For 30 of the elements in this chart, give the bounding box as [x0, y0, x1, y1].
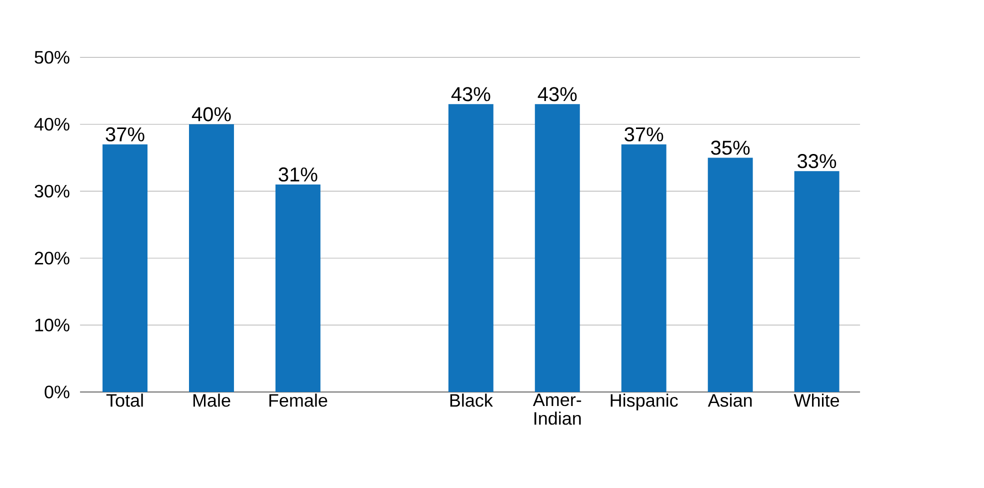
x-tick-label: White [794, 394, 840, 407]
data-label: 37% [106, 127, 144, 142]
data-label: 37% [624, 127, 664, 142]
data-label: 35% [711, 140, 750, 155]
y-tick-label: 20% [34, 252, 70, 264]
y-tick-label: 10% [35, 318, 70, 332]
y-tick-label: 40% [34, 118, 70, 131]
data-label: 43% [538, 87, 577, 102]
y-tick-label: 0% [44, 386, 70, 398]
data-label: 31% [278, 167, 318, 182]
bar [708, 158, 753, 392]
bar [275, 184, 320, 392]
bar [189, 124, 234, 392]
bar [102, 144, 148, 392]
x-tick-label: Total [106, 394, 143, 407]
y-tick-label: 50% [34, 50, 70, 64]
x-tick-label: Female [269, 394, 328, 407]
bar [534, 104, 580, 392]
x-tick-label: Hispanic [610, 394, 678, 410]
data-label: 40% [192, 107, 231, 122]
data-label: 43% [451, 87, 490, 102]
data-label: 33% [798, 154, 836, 168]
x-tick-label: Black [450, 394, 493, 407]
y-tick-label: 30% [34, 184, 70, 198]
bar [621, 144, 666, 392]
bar [794, 171, 840, 392]
bar [448, 104, 494, 392]
x-tick-label: Amer-Indian [532, 394, 582, 425]
x-tick-label: Asian [708, 394, 752, 407]
x-tick-label: Male [193, 394, 230, 407]
